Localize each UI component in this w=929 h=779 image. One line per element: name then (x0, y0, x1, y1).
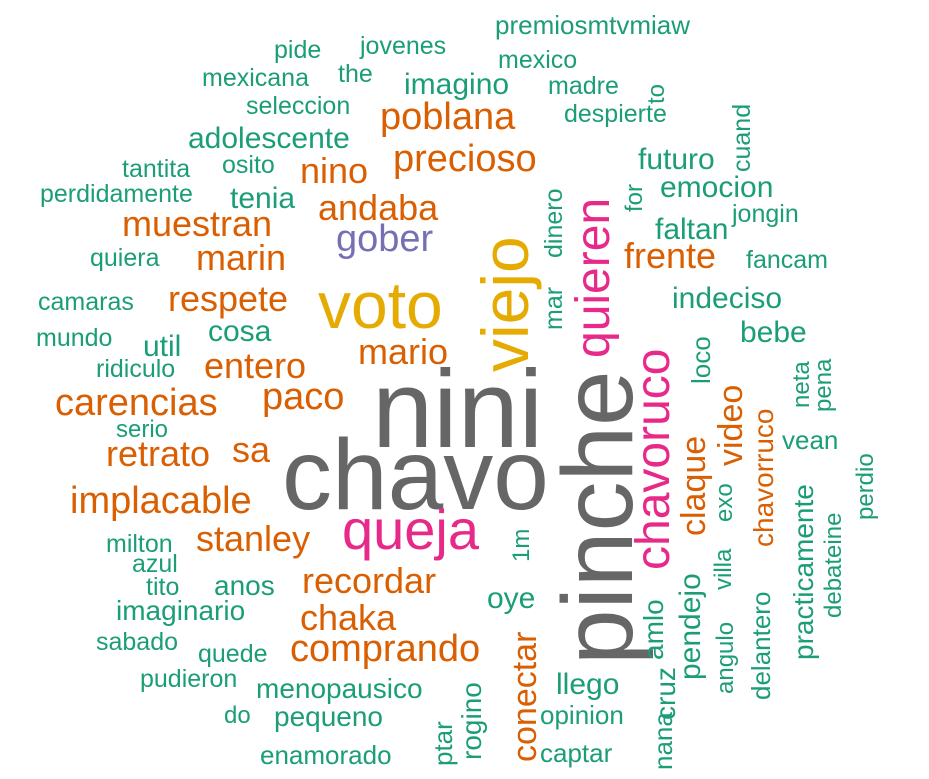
word-pide: pide (274, 36, 322, 64)
word-marin: marin (196, 237, 287, 278)
word-poblana: poblana (380, 96, 516, 138)
word-faltan: faltan (655, 213, 729, 246)
word-premiosmtvmiaw: premiosmtvmiaw (495, 10, 691, 40)
word-implacable: implacable (70, 480, 252, 522)
word-quieren: quieren (567, 197, 620, 358)
word-chavoruco: chavoruco (627, 348, 680, 570)
word-pudieron: pudieron (140, 665, 238, 693)
word-oye: oye (487, 582, 536, 615)
word-the: the (338, 60, 373, 88)
word-camaras: camaras (38, 288, 134, 316)
word-menopausico: menopausico (256, 673, 423, 704)
word-quede: quede (198, 640, 268, 668)
word-nana: nana (648, 712, 678, 770)
word-andaba: andaba (318, 187, 439, 228)
word-azul: azul (132, 550, 178, 578)
word-jovenes: jovenes (360, 32, 447, 60)
word-util: util (143, 330, 182, 363)
word-serio: serio (116, 416, 169, 443)
word-angulo: angulo (712, 621, 739, 694)
word-osito: osito (222, 151, 275, 179)
word-llego: llego (556, 668, 620, 701)
word-seleccion: seleccion (246, 92, 351, 120)
word-entero: entero (204, 345, 307, 386)
word-gober: gober (336, 218, 434, 260)
word-carencias: carencias (55, 382, 218, 424)
word-pena: pena (810, 358, 837, 412)
word-tito: tito (146, 573, 180, 601)
word-opinion: opinion (540, 700, 624, 730)
word-indeciso: indeciso (672, 282, 783, 315)
word-chaka: chaka (300, 597, 397, 638)
word-stanley: stanley (196, 518, 311, 559)
word-ridiculo: ridiculo (96, 355, 176, 383)
word-frente: frente (624, 235, 717, 276)
word-tenia: tenia (230, 182, 296, 215)
word-comprando: comprando (290, 628, 481, 670)
word-respete: respete (168, 278, 289, 319)
word-imagino: imagino (404, 68, 510, 101)
word-despierte: despierte (564, 100, 667, 128)
word-jongin: jongin (732, 200, 799, 228)
word-pequeno: pequeno (274, 701, 384, 732)
word-nini: nini (372, 348, 544, 471)
word-paco: paco (262, 376, 345, 418)
word-muestran: muestran (122, 203, 273, 244)
word-madre: madre (548, 72, 619, 100)
word-do: do (224, 702, 251, 729)
word-perdio: perdio (852, 453, 879, 520)
word-conectar: conectar (506, 631, 544, 762)
word-voto: voto (318, 268, 443, 342)
word-cosa: cosa (208, 315, 272, 348)
word-claque: claque (675, 435, 713, 536)
word-loco: loco (686, 336, 716, 384)
word-debateine: debateine (820, 512, 847, 618)
word-mario: mario (358, 331, 449, 372)
word-mundo: mundo (36, 324, 113, 352)
word-nino: nino (300, 150, 369, 191)
word-cuand: cuand (728, 103, 756, 172)
word-bebe: bebe (740, 316, 807, 349)
word-rogino: rogino (456, 682, 487, 760)
word-sabado: sabado (96, 628, 179, 656)
word-vean: vean (782, 425, 839, 455)
word-chavorruco: chavorruco (748, 408, 779, 547)
word-villa: villa (710, 548, 737, 590)
word-for: for (621, 183, 648, 212)
word-captar: captar (540, 738, 613, 768)
word-1m: 1m (508, 528, 535, 562)
word-adolescente: adolescente (188, 122, 350, 155)
word-emocion: emocion (660, 171, 774, 204)
word-enamorado: enamorado (260, 740, 392, 770)
word-practicamente: practicamente (788, 484, 819, 660)
word-exo: exo (711, 483, 738, 522)
word-tantita: tantita (122, 155, 191, 183)
word-milton: milton (106, 530, 173, 558)
word-imaginario: imaginario (116, 595, 246, 626)
word-video: video (712, 384, 750, 466)
word-queja: queja (342, 498, 480, 561)
word-mar: mar (540, 286, 568, 330)
word-precioso: precioso (393, 138, 537, 180)
word-anos: anos (214, 570, 275, 601)
word-pendejo: pendejo (674, 573, 707, 680)
word-delantero: delantero (746, 591, 776, 700)
word-sa: sa (232, 429, 271, 470)
word-mexicana: mexicana (202, 64, 309, 92)
word-amlo: amlo (638, 599, 669, 660)
word-viejo: viejo (468, 236, 542, 372)
word-dinero: dinero (540, 188, 568, 259)
word-recordar: recordar (302, 560, 437, 601)
word-chavo: chavo (282, 419, 549, 531)
word-perdidamente: perdidamente (40, 180, 193, 208)
word-fancam: fancam (746, 246, 828, 274)
word-retrato: retrato (106, 433, 211, 474)
word-ptar: ptar (428, 721, 458, 766)
word-futuro: futuro (638, 143, 715, 176)
word-mexico: mexico (498, 46, 578, 74)
word-quiera: quiera (90, 244, 160, 272)
